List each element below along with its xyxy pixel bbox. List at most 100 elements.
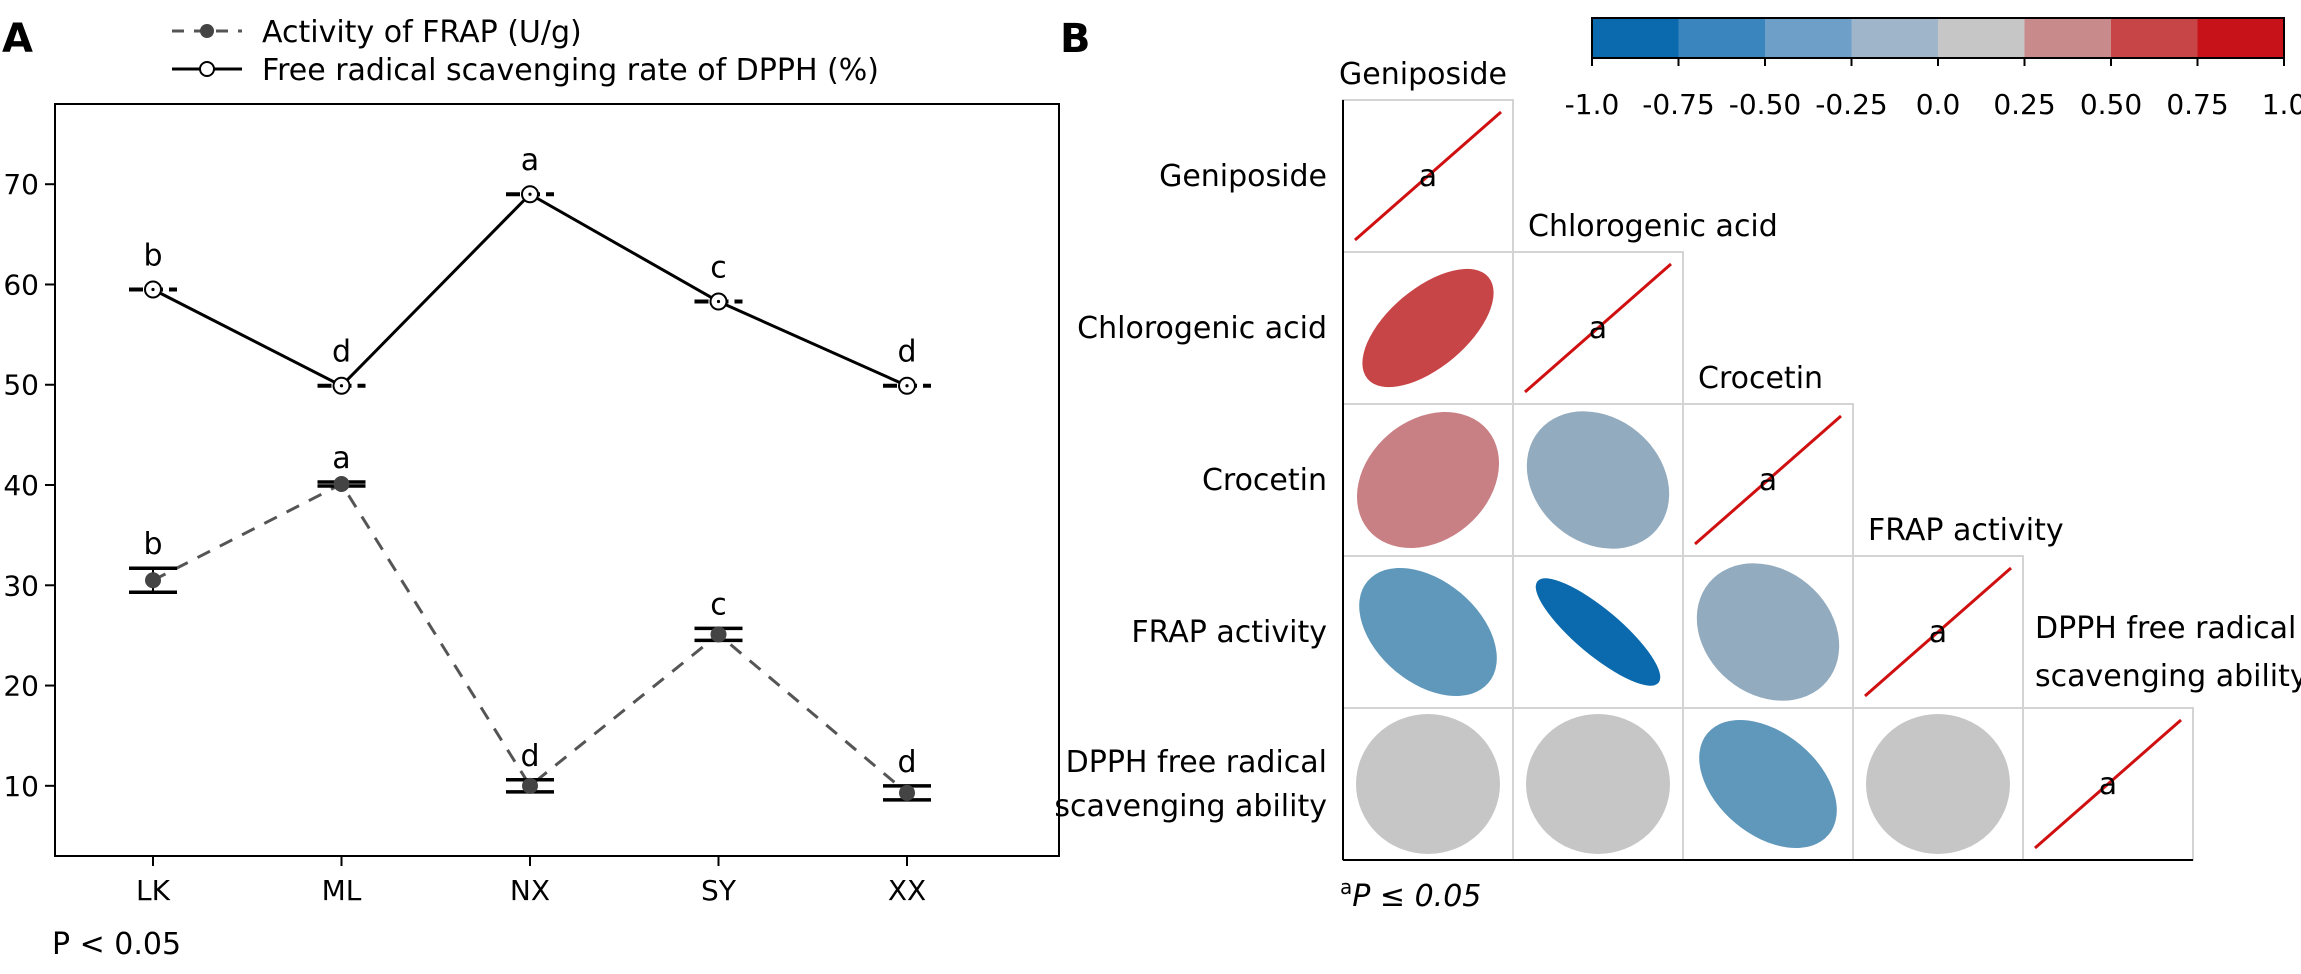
correlation-ellipse xyxy=(1526,714,1670,854)
significance-letter: b xyxy=(143,238,162,273)
data-point-center xyxy=(716,299,721,304)
y-tick-label: 60 xyxy=(3,268,39,301)
legend-entry-frap: Activity of FRAP (U/g) xyxy=(172,15,582,50)
significance-letter: a xyxy=(521,143,539,178)
colorbar-segment xyxy=(2024,18,2111,58)
y-tick-label: 30 xyxy=(3,569,39,602)
correlation-ellipse xyxy=(1356,714,1500,854)
correlation-ellipse xyxy=(1699,719,1837,849)
colorbar-tick-label: 1.0 xyxy=(2262,88,2301,121)
significance-letter: d xyxy=(332,335,351,370)
colorbar-tick-label: -0.25 xyxy=(1815,88,1887,121)
correlation-matrix: Geniposide Chlorogenic acid Crocetin FRAP a… xyxy=(1054,57,2301,861)
series-line xyxy=(152,192,908,388)
diagonal-line xyxy=(1524,262,1672,394)
column-label: scavenging ability xyxy=(2035,659,2301,694)
correlation-ellipse xyxy=(1526,411,1670,549)
colorbar-tick-label: -0.75 xyxy=(1642,88,1714,121)
correlation-ellipse xyxy=(1356,411,1500,549)
legend-label-frap: Activity of FRAP (U/g) xyxy=(262,15,582,50)
series-frap: b a d c d xyxy=(129,441,931,802)
series-dpph: b d a c d xyxy=(129,143,931,395)
column-label: DPPH free radical xyxy=(2035,611,2296,646)
footnote-b: aP ≤ 0.05 xyxy=(1340,875,1481,914)
y-tick-label: 10 xyxy=(3,770,39,803)
column-label: Chlorogenic acid xyxy=(1528,209,1778,244)
colorbar-segment xyxy=(1592,18,1679,58)
y-tick-label: 50 xyxy=(3,369,39,402)
correlation-ellipse xyxy=(1359,567,1497,697)
significance-letter: b xyxy=(143,527,162,562)
diagonal-letter: a xyxy=(1759,463,1777,498)
colorbar-segment xyxy=(2111,18,2198,58)
significance-letter: c xyxy=(710,251,727,286)
colorbar-segment xyxy=(1851,18,1938,58)
correlation-ellipse xyxy=(1535,578,1661,686)
legend-label-dpph: Free radical scavenging rate of DPPH (%) xyxy=(262,53,879,88)
diagonal-letter: a xyxy=(1929,615,1947,650)
data-point-center xyxy=(151,287,155,292)
colorbar-segment xyxy=(1765,18,1852,58)
column-label: Geniposide xyxy=(1339,57,1507,92)
data-point xyxy=(522,777,538,794)
significance-letter: c xyxy=(710,587,727,622)
correlation-ellipse xyxy=(1866,714,2010,854)
y-tick-label: 20 xyxy=(3,670,39,703)
legend-entry-dpph: Free radical scavenging rate of DPPH (%) xyxy=(172,53,879,88)
row-label: scavenging ability xyxy=(1054,789,1327,824)
column-label: FRAP activity xyxy=(1868,513,2064,548)
row-label: FRAP activity xyxy=(1131,615,1327,650)
x-tick-label: LK xyxy=(136,874,171,907)
significance-letter: d xyxy=(897,335,916,370)
footnote-b-text: P ≤ 0.05 xyxy=(1352,879,1481,914)
diagonal-letter: a xyxy=(1589,311,1607,346)
panel-a-label: A xyxy=(2,16,33,62)
plot-frame xyxy=(54,103,1060,857)
legend-marker-dpph xyxy=(199,61,215,77)
data-point-center xyxy=(339,384,344,388)
diagonal-letter: a xyxy=(1419,159,1437,194)
footnote-a: P < 0.05 xyxy=(52,927,181,962)
significance-letter: a xyxy=(332,441,350,476)
column-label: Crocetin xyxy=(1698,361,1823,396)
colorbar-segment xyxy=(1938,18,2025,58)
y-tick-label: 70 xyxy=(3,168,39,201)
row-label: Geniposide xyxy=(1159,159,1327,194)
x-tick-label: ML xyxy=(322,874,362,907)
diagonal-line xyxy=(2034,718,2182,850)
legend-marker-frap xyxy=(200,24,214,38)
significance-letter: d xyxy=(520,739,539,774)
data-point xyxy=(333,476,350,493)
diagonal-line xyxy=(1864,566,2012,698)
data-point xyxy=(145,572,161,589)
panel-b-label: B xyxy=(1060,16,1091,62)
colorbar-tick-label: 0.0 xyxy=(1916,88,1961,121)
legend: Activity of FRAP (U/g) Free radical scav… xyxy=(172,15,879,88)
colorbar-tick-label: -0.50 xyxy=(1729,88,1801,121)
diagonal-line xyxy=(1694,414,1842,546)
colorbar-segment xyxy=(1678,18,1765,58)
panel-a: A Activity of FRAP (U/g) Free radical sc… xyxy=(2,15,1060,962)
colorbar: -1.0 -0.75 -0.50 -0.25 0.0 0.25 0.50 0.75 1.0 xyxy=(1565,17,2301,121)
footnote-b-sup: a xyxy=(1340,875,1352,899)
x-tick-label: NX xyxy=(510,874,550,907)
correlation-ellipse xyxy=(1362,268,1494,388)
data-point-center xyxy=(905,384,909,388)
row-label: Chlorogenic acid xyxy=(1077,311,1327,346)
row-label: DPPH free radical xyxy=(1066,745,1327,780)
diagonal-letter: a xyxy=(2099,767,2117,802)
data-point-center xyxy=(528,192,532,196)
y-tick-label: 40 xyxy=(3,469,39,502)
colorbar-tick-label: 0.75 xyxy=(2166,88,2228,121)
row-label: Crocetin xyxy=(1202,463,1327,498)
colorbar-tick-label: 0.25 xyxy=(1993,88,2055,121)
significance-letter: d xyxy=(897,745,916,780)
axis-ticks: 10 20 30 40 50 60 70 LK ML NX SY XX xyxy=(3,168,926,907)
diagonal-line xyxy=(1354,110,1502,242)
data-point xyxy=(710,626,727,643)
colorbar-segment xyxy=(2197,18,2284,58)
x-tick-label: SY xyxy=(701,874,737,907)
panel-b: B -1.0 -0.75 -0.50 -0.25 0.0 0.25 0.50 0.75 1.0 … xyxy=(1054,16,2301,914)
series-layer: b a d c d b d a c d xyxy=(129,143,931,802)
